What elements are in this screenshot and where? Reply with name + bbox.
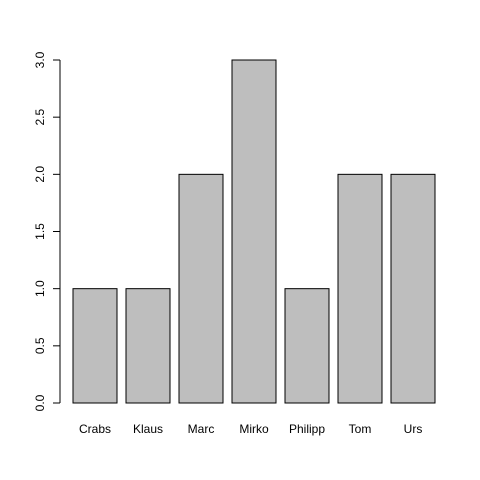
bars (73, 60, 435, 403)
y-tick-label: 0.0 (33, 394, 47, 411)
x-category-label: Mirko (239, 422, 269, 436)
y-tick-label: 1.5 (33, 223, 47, 240)
y-tick-label: 0.5 (33, 337, 47, 354)
y-tick-label: 3.0 (33, 51, 47, 68)
x-category-label: Klaus (133, 422, 163, 436)
x-category-label: Marc (188, 422, 215, 436)
x-category-label: Tom (349, 422, 372, 436)
bar-mirko (232, 60, 276, 403)
x-category-label: Urs (404, 422, 423, 436)
bar-philipp (285, 289, 329, 403)
y-axis: 0.0 0.5 1.0 1.5 2.0 2.5 3.0 (33, 51, 60, 411)
bar-klaus (126, 289, 170, 403)
bar-urs (391, 174, 435, 403)
bar-crabs (73, 289, 117, 403)
y-tick-label: 1.0 (33, 280, 47, 297)
bar-tom (338, 174, 382, 403)
x-category-label: Crabs (79, 422, 111, 436)
y-tick-label: 2.5 (33, 109, 47, 126)
bar-marc (179, 174, 223, 403)
x-category-label: Philipp (289, 422, 325, 436)
y-tick-label: 2.0 (33, 166, 47, 183)
x-axis-labels: Crabs Klaus Marc Mirko Philipp Tom Urs (79, 422, 422, 436)
